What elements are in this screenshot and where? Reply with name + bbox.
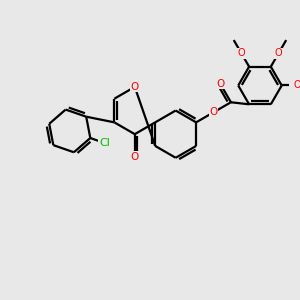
Text: O: O (130, 152, 139, 162)
Text: O: O (216, 79, 224, 89)
Text: O: O (275, 48, 282, 59)
Text: O: O (293, 80, 300, 91)
Text: O: O (130, 82, 139, 92)
Text: Cl: Cl (99, 138, 110, 148)
Text: O: O (238, 48, 245, 59)
Text: O: O (209, 107, 217, 117)
